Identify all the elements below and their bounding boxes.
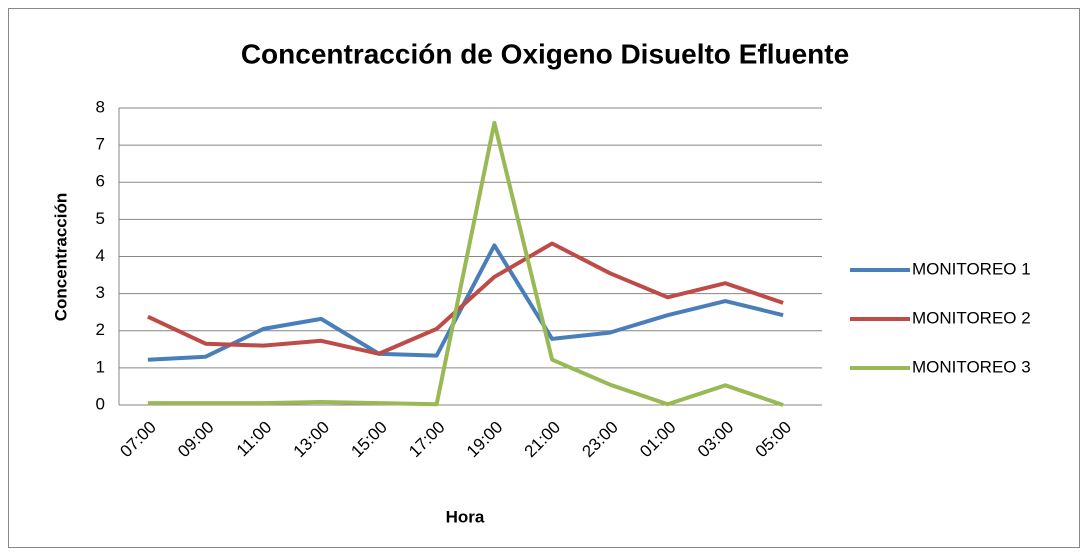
- chart-title: Concentracción de Oxigeno Disuelto Eflue…: [241, 38, 849, 69]
- y-tick-label: 6: [96, 172, 105, 191]
- series-line: [147, 120, 784, 407]
- legend-label: MONITOREO 2: [912, 308, 1031, 327]
- y-tick-label: 8: [96, 97, 105, 116]
- y-tick-label: 2: [96, 320, 105, 339]
- x-axis-title: Hora: [446, 507, 485, 526]
- y-tick-label: 0: [96, 394, 105, 413]
- y-tick-label: 1: [96, 357, 105, 376]
- chart-frame: [8, 8, 1080, 548]
- legend-label: MONITOREO 3: [912, 357, 1031, 376]
- legend-label: MONITOREO 1: [912, 259, 1031, 278]
- y-tick-label: 7: [96, 135, 105, 154]
- y-axis-title: Concentracción: [51, 193, 70, 321]
- y-tick-label: 3: [96, 283, 105, 302]
- series-line: [147, 241, 784, 356]
- y-tick-label: 5: [96, 209, 105, 228]
- y-tick-label: 4: [96, 246, 105, 265]
